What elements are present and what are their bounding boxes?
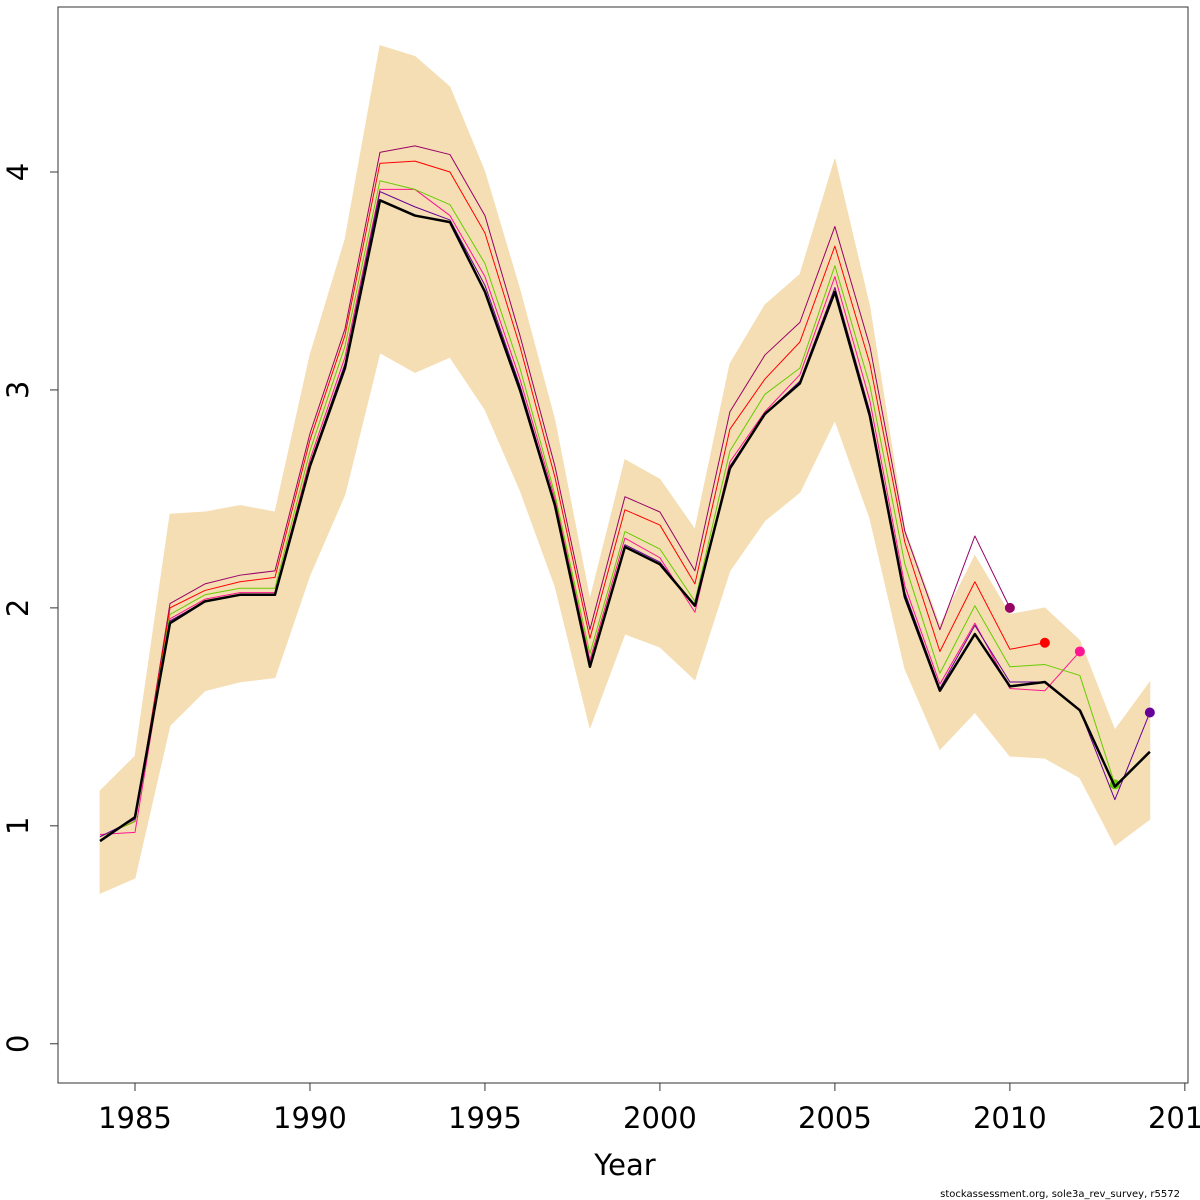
end-point [1004, 602, 1015, 613]
confidence-band [344, 45, 381, 495]
confidence-band [659, 478, 696, 681]
series-line [99, 199, 1151, 843]
end-point [1074, 646, 1085, 657]
series-line [99, 145, 1011, 838]
confidence-band [1079, 640, 1116, 846]
x-tick-label: 1985 [98, 1101, 172, 1135]
series-line [99, 180, 1116, 838]
y-tick-label: 0 [1, 1035, 35, 1053]
y-tick-label: 4 [1, 163, 35, 181]
y-tick-label: 1 [1, 817, 35, 835]
x-tick-label: 2000 [623, 1101, 697, 1135]
confidence-band [449, 86, 486, 411]
series-line [99, 160, 1045, 838]
x-tick-label: 1990 [273, 1101, 347, 1135]
footnote: stockassessment.org, sole3a_rev_survey, … [940, 1189, 1180, 1200]
x-tick-label: 2015 [1148, 1101, 1200, 1135]
x-axis-title: Year [593, 1148, 655, 1182]
end-point [1144, 707, 1155, 718]
confidence-band [869, 307, 906, 669]
x-tick-label: 2010 [973, 1101, 1047, 1135]
confidence-band [729, 303, 766, 573]
x-tick-label: 1995 [448, 1101, 522, 1135]
confidence-band [694, 363, 731, 680]
confidence-band [484, 171, 521, 491]
confidence-band [134, 514, 171, 879]
confidence-band [274, 354, 311, 678]
confidence-band [1114, 680, 1151, 847]
x-tick-label: 2005 [798, 1101, 872, 1135]
confidence-band [99, 755, 136, 894]
confidence-band [414, 55, 451, 374]
y-tick-label: 3 [1, 381, 35, 399]
series-line [99, 188, 1081, 836]
confidence-band [939, 555, 976, 751]
end-point [1039, 637, 1050, 648]
y-tick-label: 2 [1, 599, 35, 617]
plot-frame [57, 6, 1189, 1084]
confidence-band [1044, 606, 1081, 779]
